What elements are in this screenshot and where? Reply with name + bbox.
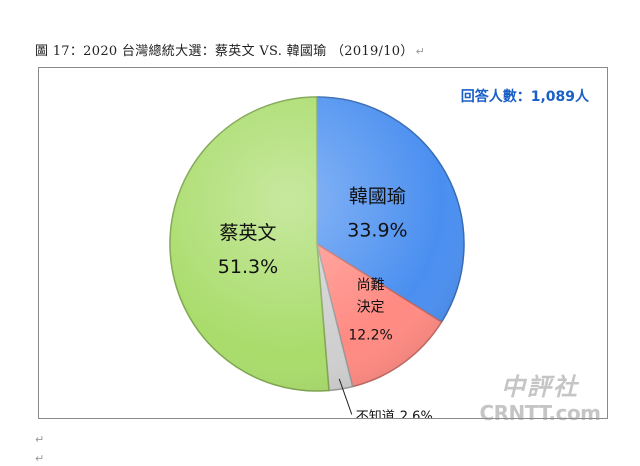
- slice-value-1: 12.2%: [348, 328, 392, 344]
- slice-name-3: 蔡英文: [219, 222, 276, 244]
- slice-value-0: 33.9%: [347, 220, 407, 242]
- pie-slice-3: [169, 96, 330, 392]
- paragraph-mark-icon: ↵: [35, 452, 45, 465]
- slice-value-2: 2.6%: [400, 409, 433, 418]
- slice-name-1-line-1: 決定: [357, 300, 385, 316]
- slice-label-2: 不知道 2.6%: [356, 408, 433, 418]
- chart-frame: 回答人數：1,089人 韓國瑜 33.9% 尚難決定 12.2% 不知道 2.6% 蔡英文 5…: [38, 67, 608, 419]
- paragraph-mark-icon: ↵: [415, 45, 426, 58]
- paragraph-mark-icon: ↵: [35, 433, 45, 446]
- slice-value-3: 51.3%: [218, 256, 278, 278]
- leader-line-2: [338, 378, 353, 415]
- figure-caption: 圖 17：2020 台灣總統大選：蔡英文 VS. 韓國瑜 （2019/10） ↵: [35, 40, 425, 59]
- slice-name-1-line-0: 尚難: [357, 278, 385, 294]
- slice-name-0: 韓國瑜: [349, 186, 406, 208]
- figure-caption-text: 圖 17：2020 台灣總統大選：蔡英文 VS. 韓國瑜 （2019/10）: [35, 44, 414, 59]
- slice-name-2: 不知道: [356, 408, 395, 418]
- respondent-count-label: 回答人數：1,089人: [460, 89, 589, 105]
